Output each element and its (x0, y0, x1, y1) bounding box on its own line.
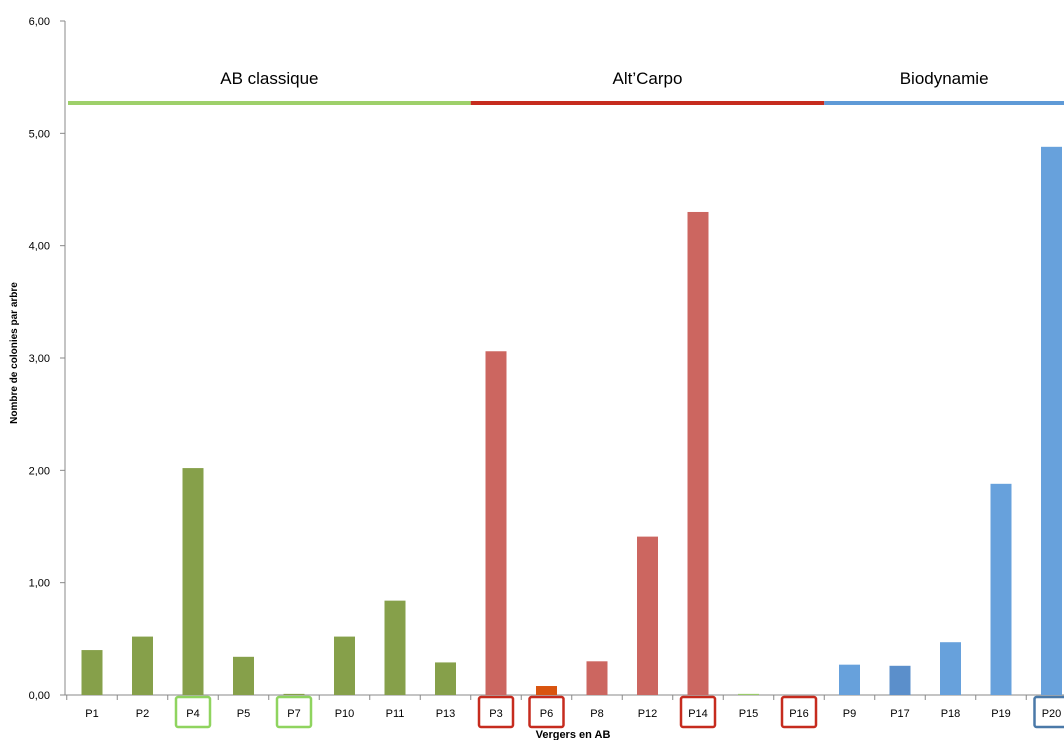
axes (64, 21, 1064, 696)
label-box-p6 (528, 695, 565, 729)
bar-p19 (990, 483, 1012, 695)
group-label-3: Biodynamie (900, 69, 989, 88)
x-axis-title: Vergers en AB (536, 729, 611, 740)
x-tick-label: P2 (136, 708, 149, 720)
x-tick-label: P15 (739, 708, 759, 720)
x-tick-label: P7 (287, 708, 300, 720)
bar-p10 (334, 636, 355, 695)
y-tick-label: 3,00 (29, 353, 50, 365)
x-tick-label: P19 (991, 708, 1011, 720)
label-box-p7 (275, 695, 313, 729)
x-tick-label: P1 (85, 708, 98, 720)
x-tick-label: P6 (540, 708, 553, 720)
bar-p1 (81, 650, 103, 695)
x-tick-label: P5 (237, 708, 250, 720)
bar-p13 (435, 662, 456, 695)
bar-p11 (384, 600, 406, 695)
bar-p4 (182, 468, 204, 695)
label-box-p16 (780, 695, 818, 729)
bar-p20 (1041, 146, 1062, 695)
bar-p12 (637, 536, 658, 695)
x-tick-label: P10 (335, 708, 355, 720)
bar-p9 (839, 664, 860, 695)
x-ticks: P1 P2 P4 P5 P7 P10 P11 P13 P3 P6 P8 P12 P14 P15 P16 P9 P… (66, 695, 1064, 729)
bar-p14 (687, 211, 709, 695)
bar-p8 (586, 661, 608, 695)
label-box-p20 (1033, 695, 1064, 729)
y-tick-label: 6,00 (29, 16, 50, 28)
y-tick-label: 2,00 (29, 465, 50, 477)
x-tick-label: P12 (638, 708, 658, 720)
x-tick-label: P4 (186, 708, 199, 720)
bar-p6 (536, 686, 557, 695)
x-tick-label: P3 (489, 708, 502, 720)
x-tick-label: P14 (688, 708, 708, 720)
bar-p7 (283, 693, 305, 695)
y-tick-label: 1,00 (29, 578, 50, 590)
group-label-1: AB classique (220, 69, 318, 88)
group-bands: AB classique Alt’Carpo Biodynamie (68, 69, 1064, 105)
bar-p17 (889, 665, 911, 695)
x-tick-label: P9 (843, 708, 856, 720)
label-box-p3 (477, 695, 515, 729)
bar-p3 (485, 351, 507, 695)
x-tick-label: P17 (890, 708, 910, 720)
bar-p18 (940, 642, 961, 695)
bar-p2 (132, 636, 153, 695)
x-tick-label: P16 (789, 708, 809, 720)
bar-p15 (738, 693, 759, 695)
y-axis-title: Nombre de colonies par arbre (9, 282, 20, 424)
x-tick-label: P8 (590, 708, 603, 720)
x-tick-label: P11 (386, 708, 405, 720)
y-tick-label: 5,00 (29, 128, 50, 140)
y-tick-label: 4,00 (29, 241, 50, 253)
x-tick-label: P20 (1042, 708, 1062, 720)
group-label-2: Alt’Carpo (613, 69, 683, 88)
bar-p5 (233, 656, 254, 695)
bars (81, 146, 1062, 695)
x-tick-label: P18 (941, 708, 961, 720)
y-ticks: 0,00 1,00 2,00 3,00 4,00 5,00 6,00 (29, 16, 65, 702)
x-tick-label: P13 (436, 708, 456, 720)
label-box-p4 (174, 695, 212, 729)
y-tick-label: 0,00 (29, 690, 50, 702)
label-box-p14 (679, 695, 717, 729)
